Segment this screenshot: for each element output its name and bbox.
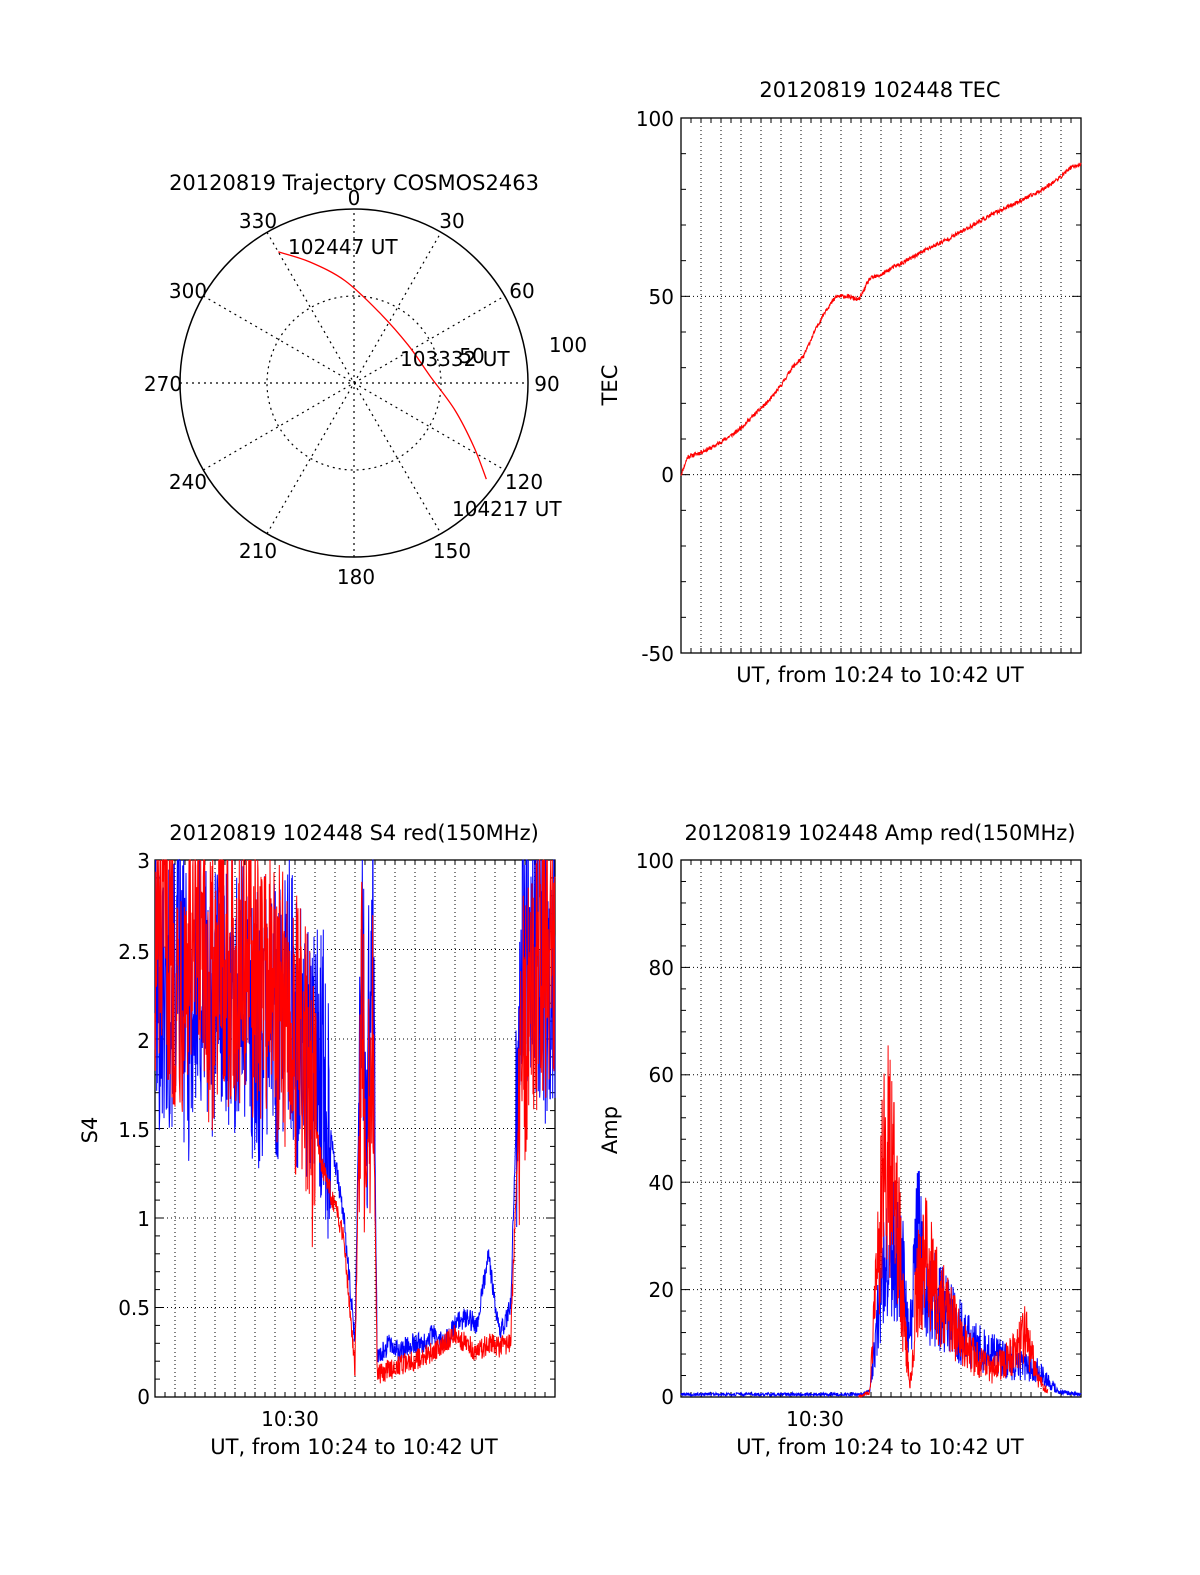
angle-label-240: 240 xyxy=(169,470,207,494)
s4-ytick-1: 1 xyxy=(137,1207,150,1231)
angle-label-270: 270 xyxy=(144,372,182,396)
tec-title: 20120819 102448 TEC xyxy=(759,78,1000,102)
tec-ytick-50: 50 xyxy=(649,285,674,309)
amp-ytick-20: 20 xyxy=(649,1278,674,1302)
angle-label-60: 60 xyxy=(509,279,534,303)
amp-panel: 20120819 102448 Amp red(150MHz) Amp 10:3… xyxy=(598,821,1082,1459)
track-mid-label: 103332 UT xyxy=(400,347,510,371)
tec-series-0-line xyxy=(680,162,1082,476)
track-end-label: 104217 UT xyxy=(452,497,562,521)
angle-label-180: 180 xyxy=(337,565,375,589)
amp-ytick-0: 0 xyxy=(661,1385,674,1409)
amp-ytick-60: 60 xyxy=(649,1063,674,1087)
amp-ylabel: Amp xyxy=(598,1106,622,1154)
s4-ytick-3: 3 xyxy=(137,849,150,873)
polar-panel: 20120819 Trajectory COSMOS2463 0 30 60 9… xyxy=(144,171,587,589)
s4-title: 20120819 102448 S4 red(150MHz) xyxy=(169,821,539,845)
angle-label-30: 30 xyxy=(439,209,464,233)
tec-ylabel: TEC xyxy=(598,365,622,407)
amp-series-1-line xyxy=(858,1045,1049,1399)
amp-title: 20120819 102448 Amp red(150MHz) xyxy=(684,821,1075,845)
trajectory-line xyxy=(278,251,487,480)
tec-ytick-100: 100 xyxy=(636,107,674,131)
s4-series-1-line xyxy=(154,859,556,1384)
polar-title: 20120819 Trajectory COSMOS2463 xyxy=(169,171,539,195)
amp-ytick-100: 100 xyxy=(636,849,674,873)
tec-ytick-minus50: -50 xyxy=(641,642,674,666)
track-start-label: 102447 UT xyxy=(288,235,398,259)
angle-label-0: 0 xyxy=(348,186,361,210)
angle-label-210: 210 xyxy=(239,539,277,563)
tec-plot-frame xyxy=(680,117,1082,654)
polar-spoke-150 xyxy=(266,232,442,534)
s4-ytick-1.5: 1.5 xyxy=(118,1118,150,1142)
s4-plot-frame xyxy=(154,859,556,1398)
s4-xtick-1030: 10:30 xyxy=(261,1407,319,1431)
amp-series-0-line xyxy=(680,1170,1082,1398)
polar-track xyxy=(278,251,487,480)
angle-label-120: 120 xyxy=(505,470,543,494)
amp-ytick-80: 80 xyxy=(649,956,674,980)
radius-label-100: 100 xyxy=(549,333,587,357)
polar-outer-circle xyxy=(179,208,529,558)
radius-label-50: 50 xyxy=(459,344,484,368)
tec-xlabel: UT, from 10:24 to 10:42 UT xyxy=(736,663,1024,687)
s4-ytick-0.5: 0.5 xyxy=(118,1296,150,1320)
tec-ytick-0: 0 xyxy=(661,463,674,487)
s4-panel: 20120819 102448 S4 red(150MHz) S4 10:30 … xyxy=(78,821,556,1459)
s4-xlabel: UT, from 10:24 to 10:42 UT xyxy=(210,1435,498,1459)
amp-plot-frame xyxy=(680,859,1082,1398)
amp-ytick-40: 40 xyxy=(649,1171,674,1195)
amp-xtick-1030: 10:30 xyxy=(786,1407,844,1431)
amp-xlabel: UT, from 10:24 to 10:42 UT xyxy=(736,1435,1024,1459)
polar-angle-labels: 0 30 60 90 120 150 180 210 240 270 300 3… xyxy=(144,186,560,589)
angle-label-300: 300 xyxy=(169,279,207,303)
angle-label-330: 330 xyxy=(239,209,277,233)
polar-ring-50 xyxy=(266,295,442,471)
angle-label-150: 150 xyxy=(433,539,471,563)
polar-grid xyxy=(180,209,528,557)
s4-ytick-0: 0 xyxy=(137,1385,150,1409)
tec-panel: 20120819 102448 TEC TEC UT, from 10:24 t… xyxy=(598,78,1082,687)
angle-label-90: 90 xyxy=(534,372,559,396)
s4-ytick-2.5: 2.5 xyxy=(118,940,150,964)
s4-ytick-2: 2 xyxy=(137,1029,150,1053)
s4-ylabel: S4 xyxy=(78,1117,102,1144)
